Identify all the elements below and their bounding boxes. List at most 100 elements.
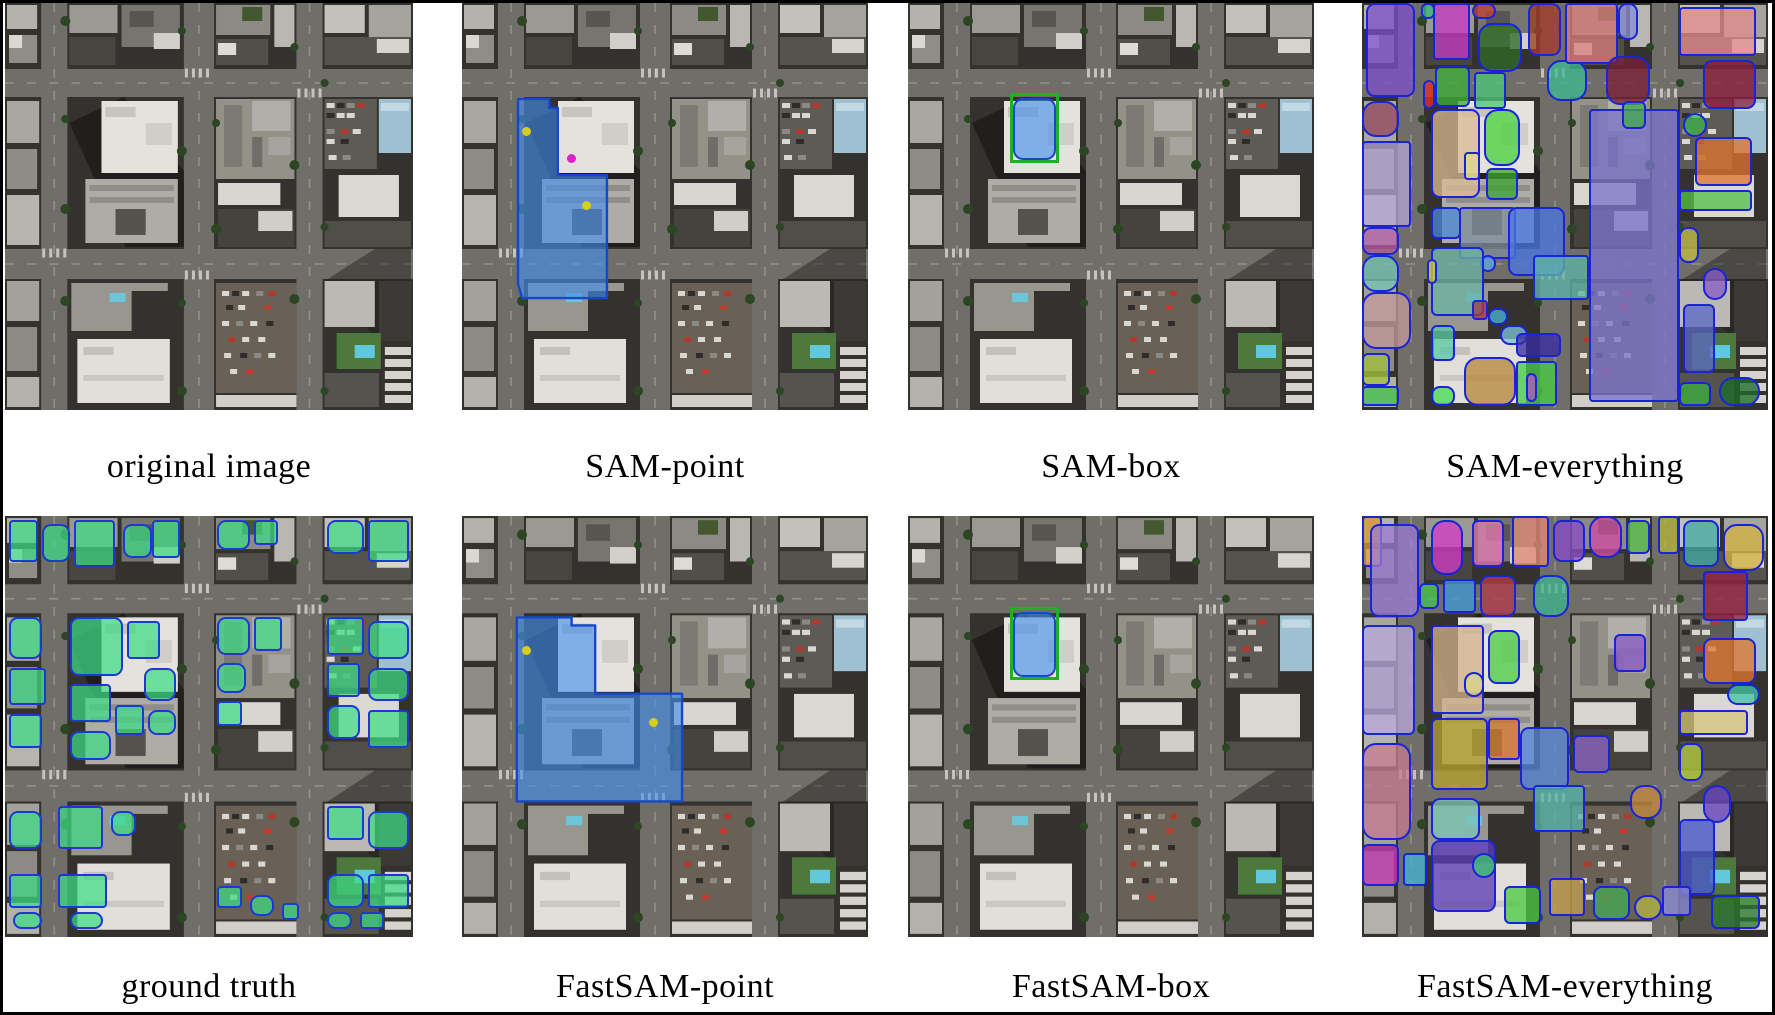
segment-mask [1471,3,1496,20]
segment-mask [1589,516,1622,559]
segment-mask [1593,886,1630,921]
caption-original-image: original image [106,448,312,485]
segment-mask [1711,894,1760,929]
segment-mask [1433,3,1470,60]
segment-mask [1532,255,1590,301]
ground-truth-mask [327,911,352,929]
ground-truth-mask [41,524,71,563]
segment-mask [1532,574,1570,618]
overlay-original [5,3,413,410]
segment-mask [1546,59,1588,101]
segment-mask [1463,357,1517,406]
caption-sam-box: SAM-box [1041,448,1181,485]
ground-truth-mask [282,903,299,921]
segment-mask [1487,718,1521,761]
segment-mask [1418,583,1440,609]
ground-truth-mask [327,663,360,698]
segment-mask [1617,3,1639,40]
segment-mask [1471,520,1505,567]
segment-mask [1629,785,1663,820]
ground-truth-mask [368,810,409,849]
segment-mask [1662,886,1691,916]
ground-truth-mask [151,520,181,559]
segment-mask [1487,308,1509,325]
segment-mask [1694,137,1752,187]
segment-mask [1431,385,1456,406]
segment-mask [1678,819,1716,895]
segment-mask [1703,638,1756,685]
segment-mask [1613,633,1647,672]
segment-mask [1471,852,1496,879]
ground-truth-mask [368,873,409,908]
ground-truth-mask [368,621,409,660]
ground-truth-mask [9,667,46,706]
panel-sam-point [462,3,868,410]
segment-mask [1366,3,1415,97]
ground-truth-mask [217,663,246,693]
segmentation-mask [462,3,868,410]
segment-mask [1362,226,1399,256]
overlay-sam-point [462,3,868,410]
segmentation-mask [1013,97,1057,160]
ground-truth-mask [127,621,161,660]
segment-mask [1658,516,1679,554]
segment-mask [1573,734,1610,773]
segment-mask [1362,743,1411,841]
segment-mask [1370,524,1419,618]
segment-mask [1431,206,1462,240]
segment-mask [1512,516,1549,567]
caption-sam-point: SAM-point [585,448,745,485]
segment-mask [1548,878,1586,916]
ground-truth-mask [70,730,112,761]
segment-mask [1431,798,1480,841]
ground-truth-mask [359,911,385,929]
ground-truth-mask [9,617,42,660]
ground-truth-mask [327,617,365,655]
caption-fastsam-box: FastSAM-box [1011,968,1211,1005]
overlay-fastsam-box [908,516,1314,937]
segment-mask [1443,579,1476,613]
panel-ground-truth [5,516,413,937]
ground-truth-mask [253,520,279,546]
point-prompt-marker [648,718,658,728]
panel-original-image [5,3,413,410]
segment-mask [1477,23,1523,73]
segment-mask [1703,59,1756,109]
segment-mask [1552,520,1586,563]
panel-fastsam-point [462,516,868,937]
panel-fastsam-everything [1362,516,1768,937]
segment-mask [1487,629,1521,685]
ground-truth-mask [70,617,124,676]
segment-mask [1682,520,1720,567]
ground-truth-mask [368,709,409,748]
segment-mask [1605,55,1651,105]
ground-truth-mask [368,667,409,702]
segment-mask [1422,80,1436,109]
segment-mask [1727,684,1760,706]
ground-truth-mask [70,911,103,929]
segment-mask [1526,373,1537,402]
ground-truth-mask [13,911,42,929]
caption-fastsam-everything: FastSAM-everything [1416,968,1714,1005]
segment-mask [1719,377,1760,406]
ground-truth-mask [217,617,250,655]
overlay-fastsam-everything [1362,516,1768,937]
segmentation-mask [462,516,868,937]
panel-sam-everything [1362,3,1768,410]
segment-mask [1703,267,1728,301]
segment-mask [1483,108,1521,166]
segment-mask [1471,300,1488,321]
segment-mask [1682,112,1708,138]
ground-truth-mask [327,873,365,908]
point-prompt-marker [581,200,591,210]
overlay-sam-everything [1362,3,1768,410]
ground-truth-mask [74,520,116,567]
caption-sam-everything: SAM-everything [1446,448,1684,485]
ground-truth-mask [70,684,112,723]
point-prompt-marker [522,126,532,136]
segment-mask [1463,671,1484,698]
segment-mask [1431,718,1488,790]
segment-mask [1362,100,1399,138]
point-prompt-marker [522,645,532,655]
